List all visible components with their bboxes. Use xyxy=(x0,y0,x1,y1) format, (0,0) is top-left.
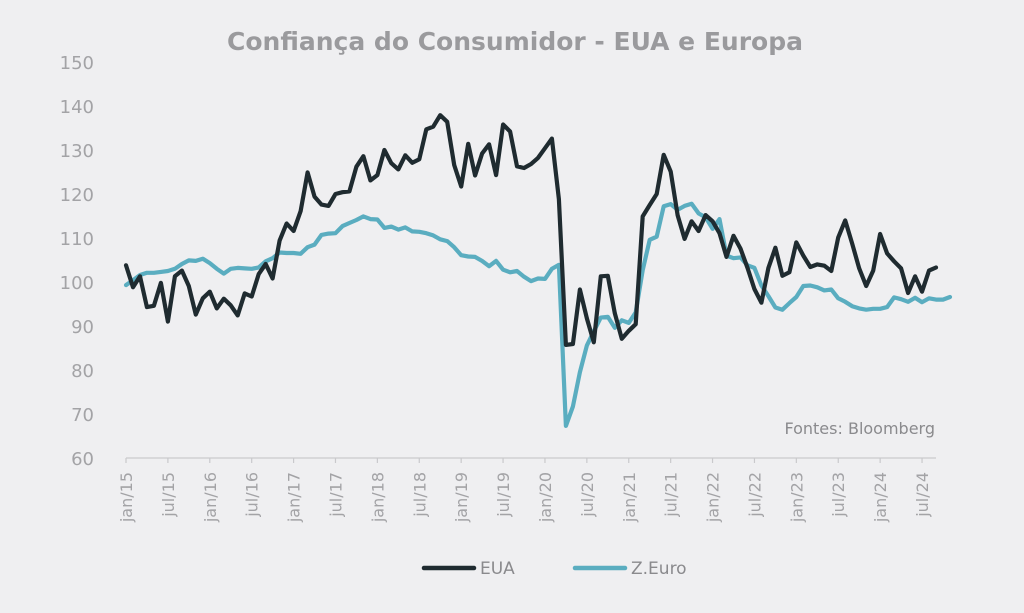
legend-label-eua: EUA xyxy=(480,559,515,579)
y-tick-label: 110 xyxy=(60,229,94,250)
x-tick-label: jan/24 xyxy=(871,472,890,523)
x-tick-label: jul/20 xyxy=(578,472,597,518)
x-axis-tick-marks xyxy=(125,458,923,463)
y-tick-label: 130 xyxy=(60,141,94,162)
y-tick-label: 80 xyxy=(71,361,94,382)
x-tick-label: jan/21 xyxy=(620,472,639,523)
y-axis-tick-labels: 60 70 80 90 100 110 120 130 140 150 xyxy=(60,53,94,470)
x-tick-label: jan/22 xyxy=(704,472,723,523)
y-tick-label: 120 xyxy=(60,185,94,206)
y-tick-label: 100 xyxy=(60,273,94,294)
x-axis-tick-labels: jan/15 jul/15 jan/16 jul/16 jan/17 jul/17 jan/… xyxy=(117,472,932,523)
x-tick-label: jul/24 xyxy=(913,472,932,518)
x-tick-label: jan/20 xyxy=(536,472,555,523)
x-tick-label: jul/18 xyxy=(410,472,429,518)
series-line-z-euro xyxy=(123,201,953,428)
x-tick-label: jul/21 xyxy=(662,472,681,518)
y-tick-label: 90 xyxy=(71,317,94,338)
x-tick-label: jul/22 xyxy=(745,472,764,518)
series-line-eua xyxy=(123,113,939,347)
x-tick-label: jul/15 xyxy=(159,472,178,518)
source-note: Fontes: Bloomberg xyxy=(784,419,935,438)
x-tick-label: jul/23 xyxy=(829,472,848,518)
x-tick-label: jul/16 xyxy=(243,472,262,518)
x-tick-label: jul/19 xyxy=(494,472,513,518)
x-tick-label: jan/17 xyxy=(285,472,304,523)
x-tick-label: jan/23 xyxy=(787,472,806,523)
y-tick-label: 150 xyxy=(60,53,94,74)
series-lines xyxy=(123,113,953,428)
chart-title: Confiança do Consumidor - EUA e Europa xyxy=(227,27,803,56)
y-tick-label: 140 xyxy=(60,97,94,118)
y-tick-label: 70 xyxy=(71,405,94,426)
x-tick-label: jan/16 xyxy=(201,472,220,523)
y-tick-label: 60 xyxy=(71,449,94,470)
x-tick-label: jan/18 xyxy=(368,472,387,523)
legend-label-z-euro: Z.Euro xyxy=(631,559,687,579)
x-tick-label: jul/17 xyxy=(326,472,345,518)
legend: EUA Z.Euro xyxy=(421,559,687,579)
x-tick-label: jan/19 xyxy=(452,472,471,523)
x-tick-label: jan/15 xyxy=(117,472,136,523)
